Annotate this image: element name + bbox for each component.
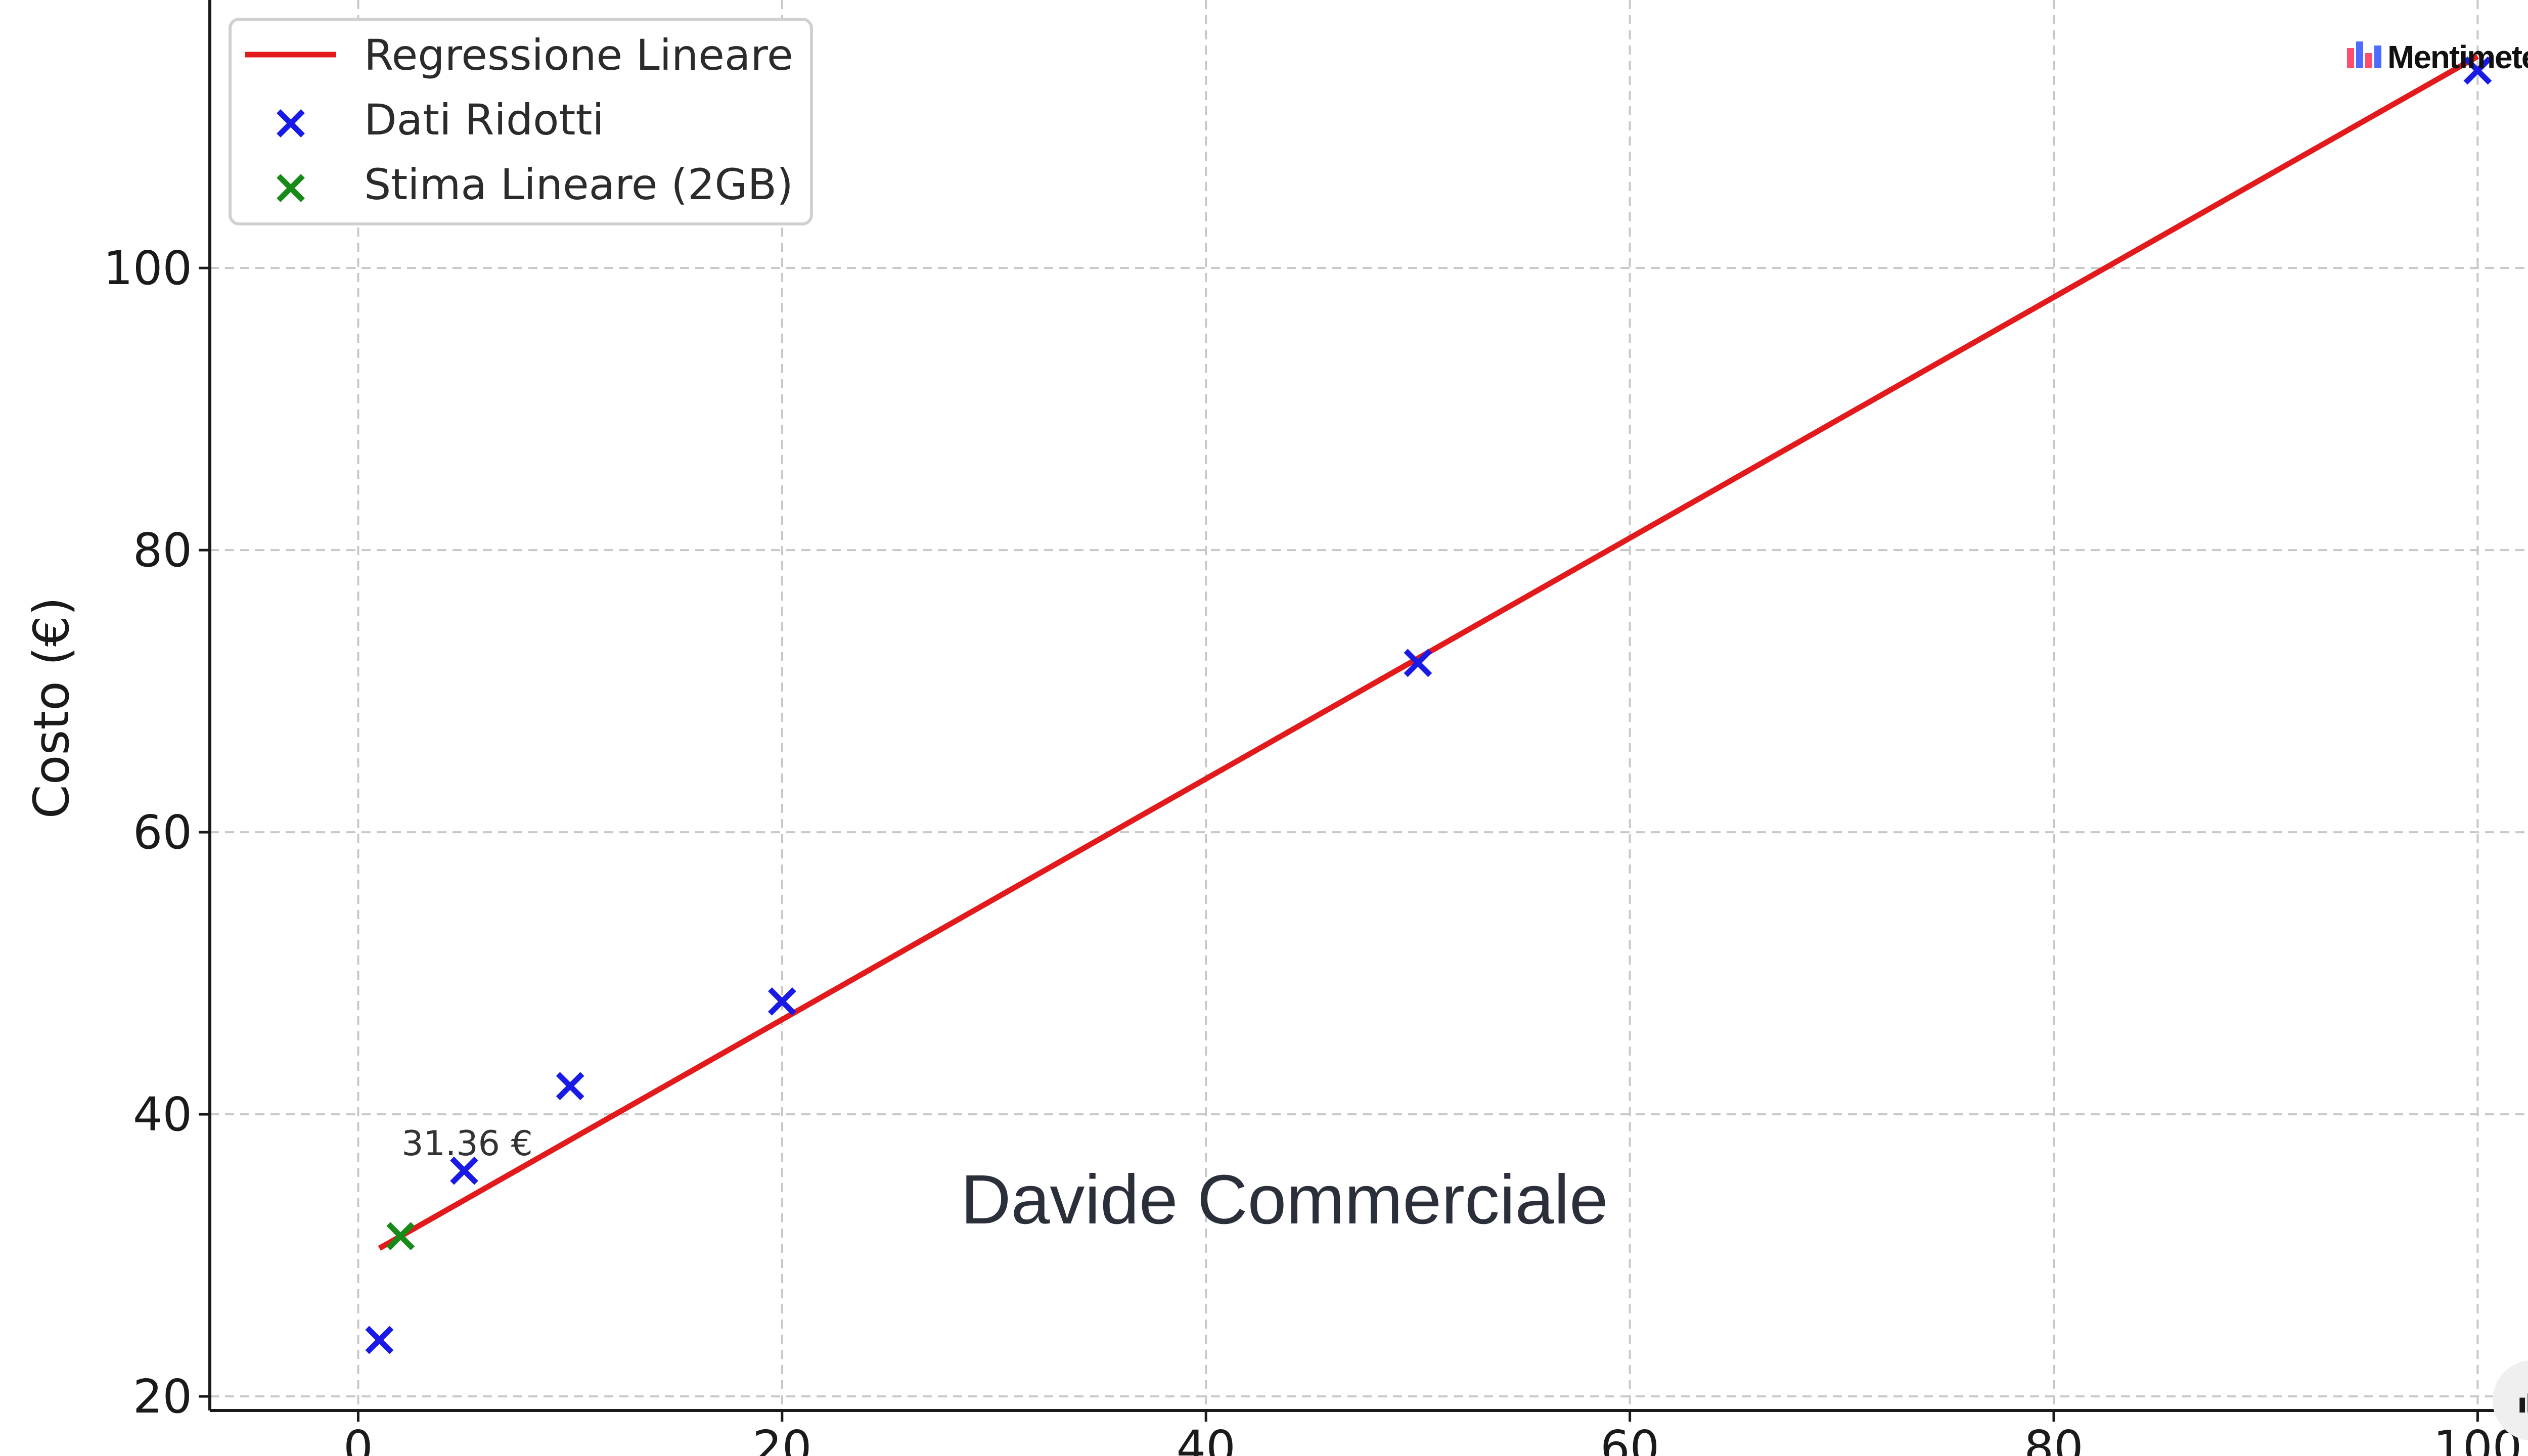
legend-entry: Dati Ridotti — [277, 95, 604, 145]
watermark-text: Davide Commerciale — [961, 1161, 1608, 1239]
marker-stroke — [450, 1156, 478, 1185]
y-axis-label: Costo (€) — [23, 597, 80, 819]
mentimeter-logo-text: Mentimeter — [2387, 39, 2528, 75]
data-point — [365, 1326, 394, 1354]
legend: Regressione Lineare Dati Ridotti Stima Lin… — [229, 18, 813, 225]
x-tick-label: 80 — [2024, 1421, 2083, 1456]
annotation-label: 31.36 € — [401, 1124, 533, 1164]
legend-entry: Stima Lineare (2GB) — [277, 160, 793, 209]
data-point — [1404, 649, 1432, 677]
data-point — [2463, 56, 2492, 85]
mentimeter-logo: Mentimeter — [2347, 39, 2528, 75]
x-tick-label: 0 — [343, 1421, 373, 1456]
data-point — [450, 1156, 478, 1185]
marker-stroke — [277, 174, 305, 202]
axes — [199, 0, 2528, 1422]
thumbs-up-icon — [2519, 1393, 2528, 1413]
legend-label: Dati Ridotti — [364, 95, 604, 145]
legend-entry: Regressione Lineare — [245, 30, 793, 80]
marker-stroke — [2463, 56, 2492, 85]
legend-swatch — [277, 174, 305, 202]
data-point — [768, 987, 796, 1016]
y-tick-label: 60 — [133, 805, 192, 859]
annotations: 31.36 € — [401, 1124, 533, 1164]
marker-stroke — [277, 109, 305, 138]
grid — [210, 0, 2528, 1410]
marker-stroke — [365, 1326, 394, 1354]
x-tick-label: 20 — [752, 1421, 811, 1456]
marker-stroke — [768, 987, 796, 1016]
mentimeter-logo-icon — [2347, 41, 2381, 68]
x-tick-label: 60 — [1600, 1421, 1659, 1456]
series — [365, 54, 2492, 1354]
marker-stroke — [556, 1072, 584, 1101]
legend-swatch — [277, 109, 305, 138]
data-point — [556, 1072, 584, 1101]
legend-box — [229, 18, 813, 225]
estimate-point — [386, 1222, 415, 1251]
y-tick-label: 80 — [133, 523, 192, 577]
marker-stroke — [1404, 649, 1432, 677]
y-tick-label: 20 — [133, 1370, 192, 1424]
marker-stroke — [386, 1222, 415, 1251]
y-tick-label: 100 — [103, 241, 192, 295]
legend-label: Stima Lineare (2GB) — [364, 160, 793, 209]
y-tick-label: 40 — [133, 1087, 192, 1142]
legend-label: Regressione Lineare — [364, 30, 793, 80]
x-tick-label: 40 — [1177, 1421, 1236, 1456]
